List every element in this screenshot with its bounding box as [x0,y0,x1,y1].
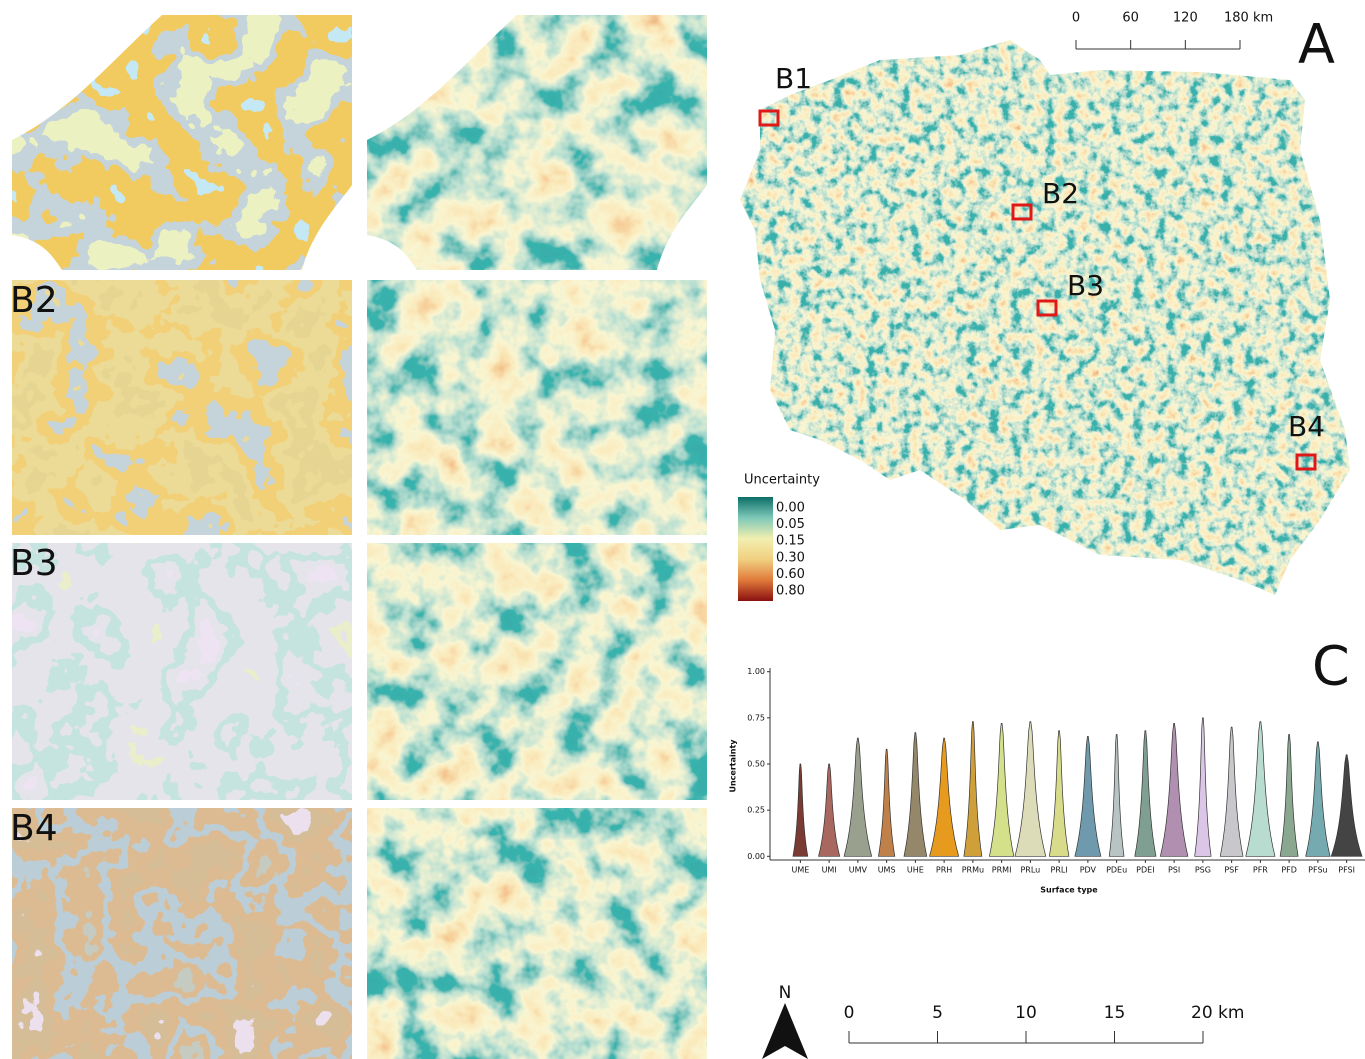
scale-label: 180 km [1224,11,1273,26]
violin [1015,722,1046,857]
x-tick-label: PFR [1253,866,1268,875]
legend-label: 0.30 [776,550,805,565]
north-label: N [779,983,792,1003]
figure: B1B2B3B4AB1B2B3B4060120180 kmUncertainty… [0,0,1365,1059]
y-tick-label: 1.00 [747,667,765,676]
violin [1331,755,1362,857]
violin [878,749,894,856]
violin [1306,742,1330,856]
scale-label: 10 [1015,1003,1037,1023]
x-tick-label: PFSu [1308,866,1327,875]
x-tick-label: PRMI [992,866,1012,875]
violin [989,723,1013,856]
violin [964,722,982,857]
uncertainty-map [735,35,1355,610]
x-tick-label: PFD [1281,866,1297,875]
x-axis-title: Surface type [1040,886,1098,895]
violin [1220,727,1243,856]
scale-label: 60 [1122,11,1139,26]
x-tick-label: PRMu [962,866,984,875]
y-axis-title: Uncertainty [729,739,738,793]
y-tick-label: 0.50 [747,760,765,769]
violin [1075,736,1101,856]
x-tick-label: UHE [907,866,924,875]
north-arrow [762,1003,808,1059]
x-tick-label: PSG [1195,866,1211,875]
x-tick-label: PSF [1224,866,1239,875]
uncertainty-map [367,808,707,1059]
panel-label: C [1312,635,1350,698]
y-tick-label: 0.25 [747,806,765,815]
violin [1109,734,1124,856]
x-tick-label: PRLu [1020,866,1040,875]
violin [1246,722,1275,857]
class-map [12,808,352,1059]
panel-label: A [1298,13,1335,76]
scale-label: 5 [932,1003,943,1023]
legend-title: Uncertainty [744,473,820,488]
y-tick-label: 0.75 [747,713,765,722]
scale-label: 0 [1072,11,1080,26]
violin [1135,731,1156,857]
panel-label: B2 [10,280,58,321]
violin [1195,718,1211,856]
scale-label: 20 km [1191,1003,1244,1023]
x-tick-label: PDV [1080,866,1097,875]
x-tick-label: UMI [822,866,837,875]
uncertainty-map [367,543,707,800]
violin [904,733,927,857]
violin [844,738,872,856]
scale-label: 120 [1173,11,1198,26]
legend-label: 0.05 [776,517,805,532]
violin [793,764,808,856]
x-tick-label: PRH [936,866,952,875]
x-tick-label: UMV [849,866,868,875]
legend-label: 0.15 [776,534,805,549]
class-map [12,543,352,800]
colorbar [738,497,773,601]
scale-label: 15 [1104,1003,1126,1023]
panel-label: B3 [10,543,58,584]
violin [930,738,959,856]
x-tick-label: PFSI [1338,866,1355,875]
x-tick-label: PDEu [1106,866,1127,875]
legend-label: 0.80 [776,584,805,599]
violin [1049,731,1069,857]
inset-label: B1 [775,62,812,95]
inset-label: B2 [1042,177,1079,210]
x-tick-label: PDEI [1136,866,1154,875]
violin [1280,734,1298,856]
legend-label: 0.60 [776,567,805,582]
x-tick-label: PRLI [1051,866,1068,875]
inset-label: B3 [1067,269,1104,302]
class-map [12,280,352,535]
violin [819,764,840,856]
violin [1160,723,1188,856]
legend-label: 0.00 [776,501,805,516]
x-tick-label: UMS [878,866,896,875]
scale-label: 0 [844,1003,855,1023]
panel-label: B4 [10,808,58,849]
uncertainty-map [367,280,707,535]
inset-label: B4 [1288,410,1325,443]
x-tick-label: PSI [1168,866,1180,875]
y-tick-label: 0.00 [747,852,765,861]
x-tick-label: UME [791,866,809,875]
